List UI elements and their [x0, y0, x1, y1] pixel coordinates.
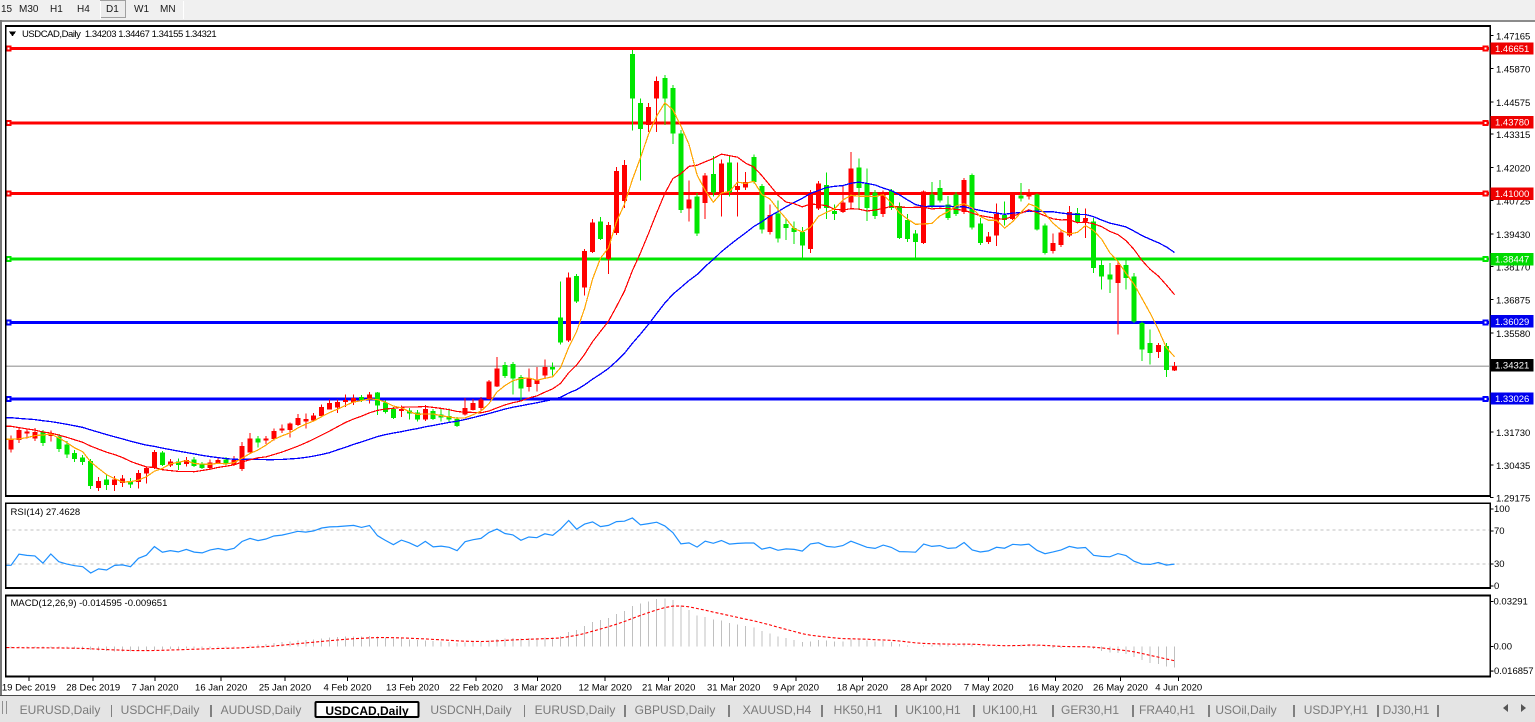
svg-text:18 Apr 2020: 18 Apr 2020	[837, 683, 888, 694]
svg-text:1.43780: 1.43780	[1495, 118, 1529, 129]
svg-text:1.33026: 1.33026	[1495, 394, 1529, 405]
svg-text:1.42020: 1.42020	[1496, 164, 1530, 175]
svg-text:1.31730: 1.31730	[1496, 428, 1530, 439]
svg-text:13 Feb 2020: 13 Feb 2020	[386, 683, 439, 694]
svg-text:3 Mar 2020: 3 Mar 2020	[513, 683, 561, 694]
svg-text:21 Mar 2020: 21 Mar 2020	[642, 683, 695, 694]
svg-text:22 Feb 2020: 22 Feb 2020	[450, 683, 503, 694]
svg-text:19 Dec 2019: 19 Dec 2019	[2, 683, 56, 694]
svg-text:100: 100	[1494, 504, 1510, 515]
svg-text:1.41000: 1.41000	[1495, 189, 1529, 200]
svg-text:9 Apr 2020: 9 Apr 2020	[773, 683, 819, 694]
svg-text:1.39430: 1.39430	[1496, 230, 1530, 241]
svg-text:RSI(14) 27.4628: RSI(14) 27.4628	[11, 507, 81, 518]
svg-text:31 Mar 2020: 31 Mar 2020	[707, 683, 760, 694]
svg-text:1.38447: 1.38447	[1495, 255, 1529, 266]
svg-text:7 May 2020: 7 May 2020	[964, 683, 1014, 694]
svg-text:-0.016857: -0.016857	[1491, 666, 1534, 677]
svg-text:1.38170: 1.38170	[1496, 262, 1530, 273]
svg-text:1.40725: 1.40725	[1496, 197, 1530, 208]
svg-text:1.30435: 1.30435	[1496, 461, 1530, 472]
svg-text:4 Feb 2020: 4 Feb 2020	[323, 683, 371, 694]
svg-text:0: 0	[1494, 581, 1499, 592]
svg-text:16 May 2020: 16 May 2020	[1028, 683, 1083, 694]
svg-text:1.45870: 1.45870	[1496, 65, 1530, 76]
svg-text:1.34321: 1.34321	[1495, 361, 1529, 372]
svg-text:0.00: 0.00	[1494, 642, 1513, 653]
svg-text:1.44575: 1.44575	[1496, 98, 1530, 109]
svg-text:USDCAD,Daily 1.34203 1.34467: USDCAD,Daily 1.34203 1.34467 1.34155 1.3…	[22, 29, 216, 40]
svg-text:28 Apr 2020: 28 Apr 2020	[900, 683, 951, 694]
svg-text:26 May 2020: 26 May 2020	[1093, 683, 1148, 694]
svg-text:70: 70	[1494, 526, 1505, 537]
svg-text:7 Jan 2020: 7 Jan 2020	[131, 683, 178, 694]
svg-text:16 Jan 2020: 16 Jan 2020	[195, 683, 247, 694]
svg-text:1.46651: 1.46651	[1495, 44, 1529, 55]
svg-text:12 Mar 2020: 12 Mar 2020	[579, 683, 632, 694]
svg-text:25 Jan 2020: 25 Jan 2020	[259, 683, 311, 694]
svg-text:1.43315: 1.43315	[1496, 130, 1530, 141]
svg-text:28 Dec 2019: 28 Dec 2019	[66, 683, 120, 694]
svg-text:1.36029: 1.36029	[1495, 317, 1529, 328]
svg-text:30: 30	[1494, 559, 1505, 570]
svg-text:1.47165: 1.47165	[1496, 31, 1530, 42]
svg-text:1.36875: 1.36875	[1496, 296, 1530, 307]
svg-text:1.35580: 1.35580	[1496, 329, 1530, 340]
svg-text:1.29175: 1.29175	[1496, 493, 1530, 504]
svg-text:0.03291: 0.03291	[1494, 597, 1528, 608]
svg-text:MACD(12,26,9) -0.014595 -0.009: MACD(12,26,9) -0.014595 -0.009651	[11, 598, 168, 609]
svg-text:4 Jun 2020: 4 Jun 2020	[1155, 683, 1202, 694]
